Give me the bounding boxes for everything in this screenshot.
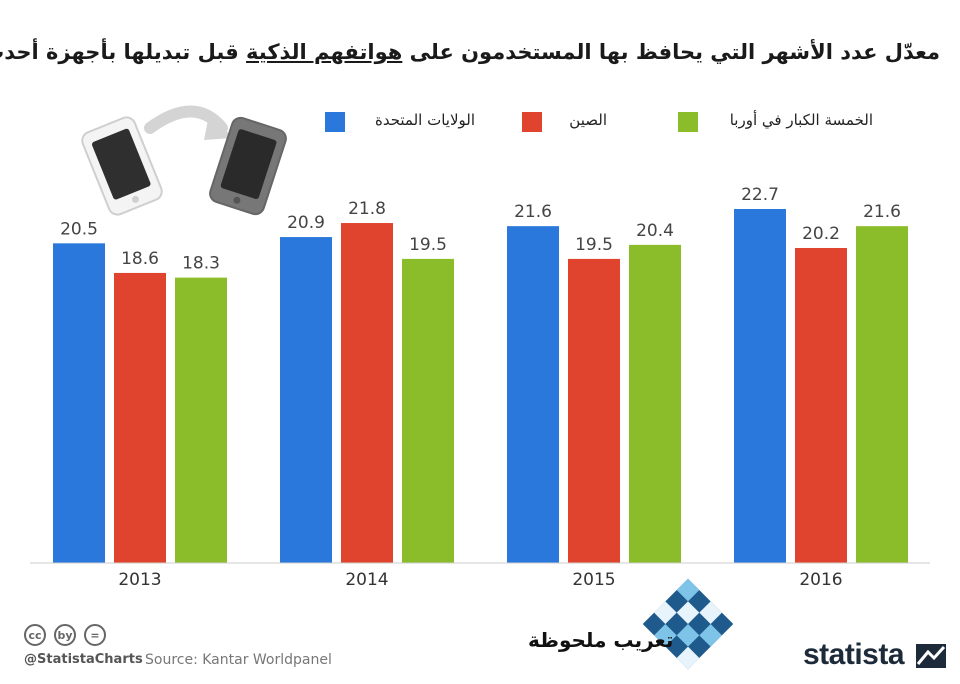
bar-china-2016 <box>795 247 847 563</box>
bar-china-2013 <box>114 272 166 563</box>
creative-commons-icon: cc <box>24 624 46 646</box>
legend-label-us: الولايات المتحدة <box>374 111 475 129</box>
bar-europe-2016 <box>856 226 908 564</box>
legend-swatch-europe <box>678 112 698 132</box>
bar-value-europe-2014: 19.5 <box>409 235 447 255</box>
title-underlined: هواتفهم الذكية <box>246 40 403 64</box>
bar-value-europe-2015: 20.4 <box>636 221 674 241</box>
bar-value-china-2014: 21.8 <box>348 199 386 219</box>
bar-value-europe-2013: 18.3 <box>182 254 220 274</box>
bar-china-2014 <box>341 223 393 563</box>
attribution-icon: by <box>54 624 76 646</box>
source-note: Source: Kantar Worldpanel <box>145 652 332 668</box>
twitter-handle: @StatistaCharts <box>24 652 143 667</box>
x-tick-2016: 2016 <box>799 570 842 590</box>
translation-credit: تعريب ملحوظة <box>528 628 674 652</box>
bar-value-us-2013: 20.5 <box>60 219 98 239</box>
translator-logo-icon <box>642 578 734 670</box>
license-icons: cc by = <box>24 624 106 646</box>
legend-swatch-us <box>325 112 345 132</box>
legend-label-china: الصين <box>569 111 607 129</box>
phone-upgrade-icon <box>81 105 287 216</box>
bar-china-2015 <box>568 258 620 563</box>
bar-us-2014 <box>280 237 332 563</box>
bar-europe-2014 <box>402 258 454 563</box>
bar-europe-2013 <box>175 277 227 563</box>
legend-item-us: الولايات المتحدة <box>325 110 475 134</box>
legend-item-europe: الخمسة الكبار في أوربا <box>678 110 873 134</box>
statista-logo: statista <box>803 638 946 672</box>
no-derivatives-icon: = <box>84 624 106 646</box>
bar-value-us-2016: 22.7 <box>741 185 779 205</box>
title-part-2: قبل تبديلها بأجهزة أحدث <box>0 40 247 64</box>
x-tick-2015: 2015 <box>572 570 615 590</box>
statista-mark-icon <box>915 644 946 669</box>
bar-us-2015 <box>507 226 559 564</box>
bar-value-china-2015: 19.5 <box>575 235 613 255</box>
bar-us-2013 <box>53 243 105 564</box>
bar-value-china-2013: 18.6 <box>121 249 159 269</box>
bar-value-china-2016: 20.2 <box>802 224 840 244</box>
title-part-1: معدّل عدد الأشهر التي يحافظ بها المستخدم… <box>402 40 940 64</box>
legend-item-china: الصين <box>522 110 607 134</box>
legend-swatch-china <box>522 112 542 132</box>
legend-label-europe: الخمسة الكبار في أوربا <box>729 111 873 129</box>
bar-value-us-2015: 21.6 <box>514 202 552 222</box>
x-tick-2013: 2013 <box>118 570 161 590</box>
bar-value-us-2014: 20.9 <box>287 213 325 233</box>
bar-us-2016 <box>734 209 786 563</box>
chart-title: معدّل عدد الأشهر التي يحافظ بها المستخدم… <box>0 40 940 64</box>
bar-europe-2015 <box>629 244 681 563</box>
bar-value-europe-2016: 21.6 <box>863 202 901 222</box>
x-tick-2014: 2014 <box>345 570 388 590</box>
statista-wordmark: statista <box>803 638 905 671</box>
bars-layer: 20.5 18.6 18.3 2013 20.9 21.8 19.5 2014 21.6 19.5… <box>53 185 908 590</box>
